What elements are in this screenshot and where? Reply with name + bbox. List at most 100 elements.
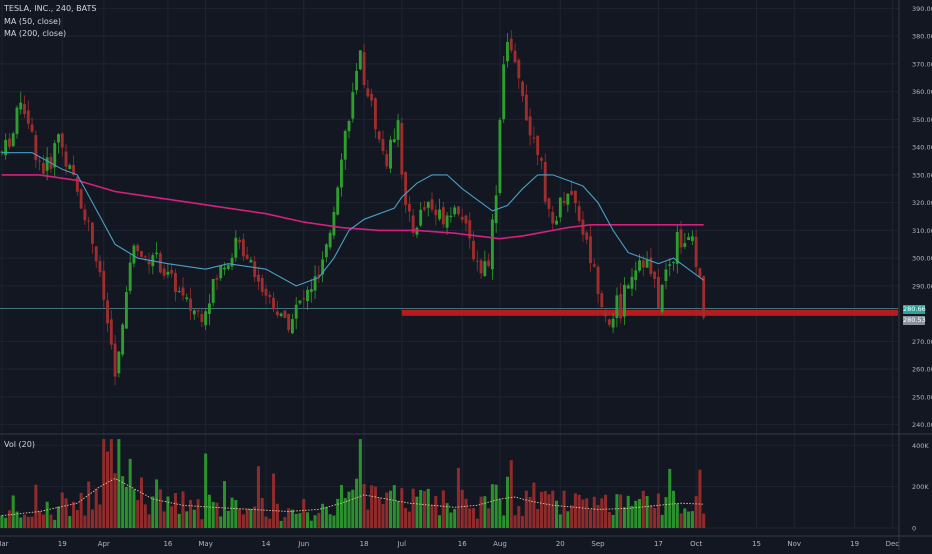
x-tick-label: 16 [163,540,172,548]
candle-body [551,211,555,224]
volume-bar [260,497,264,528]
volume-bar [630,505,634,528]
volume-bar [690,511,694,528]
volume-bar [400,488,404,528]
volume-bar [287,508,291,528]
volume-bar [222,481,227,528]
candle-body [638,260,641,271]
candle-body [483,261,487,277]
volume-bar [151,496,155,528]
candle-body [275,311,279,316]
volume-bar [558,514,562,528]
candle-body [147,260,151,265]
candle-body [343,131,347,160]
volume-bar [438,515,442,528]
candle-body [189,298,192,311]
candle-body [340,159,343,188]
candle-body [60,133,64,148]
ma50-legend[interactable]: MA (50, close) [4,17,62,26]
volume-bar [196,499,200,528]
candle-body [411,215,415,233]
volume-bar [128,458,132,528]
candle-body [479,260,483,274]
candle-body [468,220,472,239]
candle-body [555,220,558,225]
candle-body [264,288,268,296]
candle-body [87,220,91,222]
candle-body [475,260,479,262]
candle-body [57,134,60,143]
axes: 390.00 380.00 370.00 360.00 350.00 340.00 330.… [0,5,932,548]
volume-bar [215,502,219,528]
candle-body [113,343,117,377]
volume-legend[interactable]: Vol (20) [4,440,35,449]
candle-body [547,198,551,209]
symbol-title[interactable]: TESLA, INC., 240, BATS [4,4,97,13]
volume-bar [392,485,396,528]
candle-body [302,298,306,300]
candle-body [453,207,457,215]
candle-body [294,304,298,319]
candle-body [464,215,468,224]
volume-bar [56,506,60,528]
volume-bar [370,485,374,528]
candle-body [573,190,577,204]
candle-body [513,50,517,63]
volume-bar [7,510,11,528]
volume-bar [607,512,611,528]
candle-body [41,163,45,174]
volume-bar [60,492,64,528]
x-tick-label: Sep [591,540,605,548]
candlesticks [0,30,706,386]
candle-body [649,257,653,275]
candle-body [162,268,166,276]
y-tick-label: 340.00 [912,144,932,152]
candle-body [253,261,257,278]
candle-body [155,252,159,255]
support-level-band [401,309,898,316]
y-tick-label: 380.00 [912,33,932,41]
candle-body [532,137,536,139]
volume-bar [419,489,423,528]
candle-body [23,104,26,115]
volume-bar [479,496,483,528]
candle-body [672,262,675,264]
volume-bar [64,498,68,528]
candle-body [143,256,147,258]
volume-bars [0,439,706,528]
candle-body [664,269,668,281]
candle-body [238,239,242,243]
volume-bar [230,497,234,528]
y-tick-label: 360.00 [912,88,932,96]
candle-body [381,139,385,152]
volume-bar [566,511,570,528]
volume-bar [362,484,366,528]
y-tick-label: 300.00 [912,255,932,263]
candle-body [524,94,528,121]
candle-body [351,92,355,119]
volume-bar [653,508,657,528]
volume-bar [539,491,543,528]
candle-body [456,206,460,215]
volume-bar [249,508,253,528]
volume-bar [585,498,589,528]
candle-body [30,124,34,132]
volume-bar [570,505,574,528]
candle-body [170,270,174,274]
candle-body [192,310,196,315]
volume-bar [38,510,42,528]
volume-bar [656,493,660,528]
volume-bar [45,501,49,528]
candle-body [623,284,626,317]
candle-body [362,52,366,86]
ma200-legend[interactable]: MA (200, close) [4,29,67,38]
candle-body [298,300,302,304]
volume-bar [241,514,245,528]
volume-bar [671,490,676,528]
x-tick-label: Apr [98,540,110,548]
candle-body [581,219,585,235]
volume-bar [102,439,106,528]
candle-body [392,139,396,143]
